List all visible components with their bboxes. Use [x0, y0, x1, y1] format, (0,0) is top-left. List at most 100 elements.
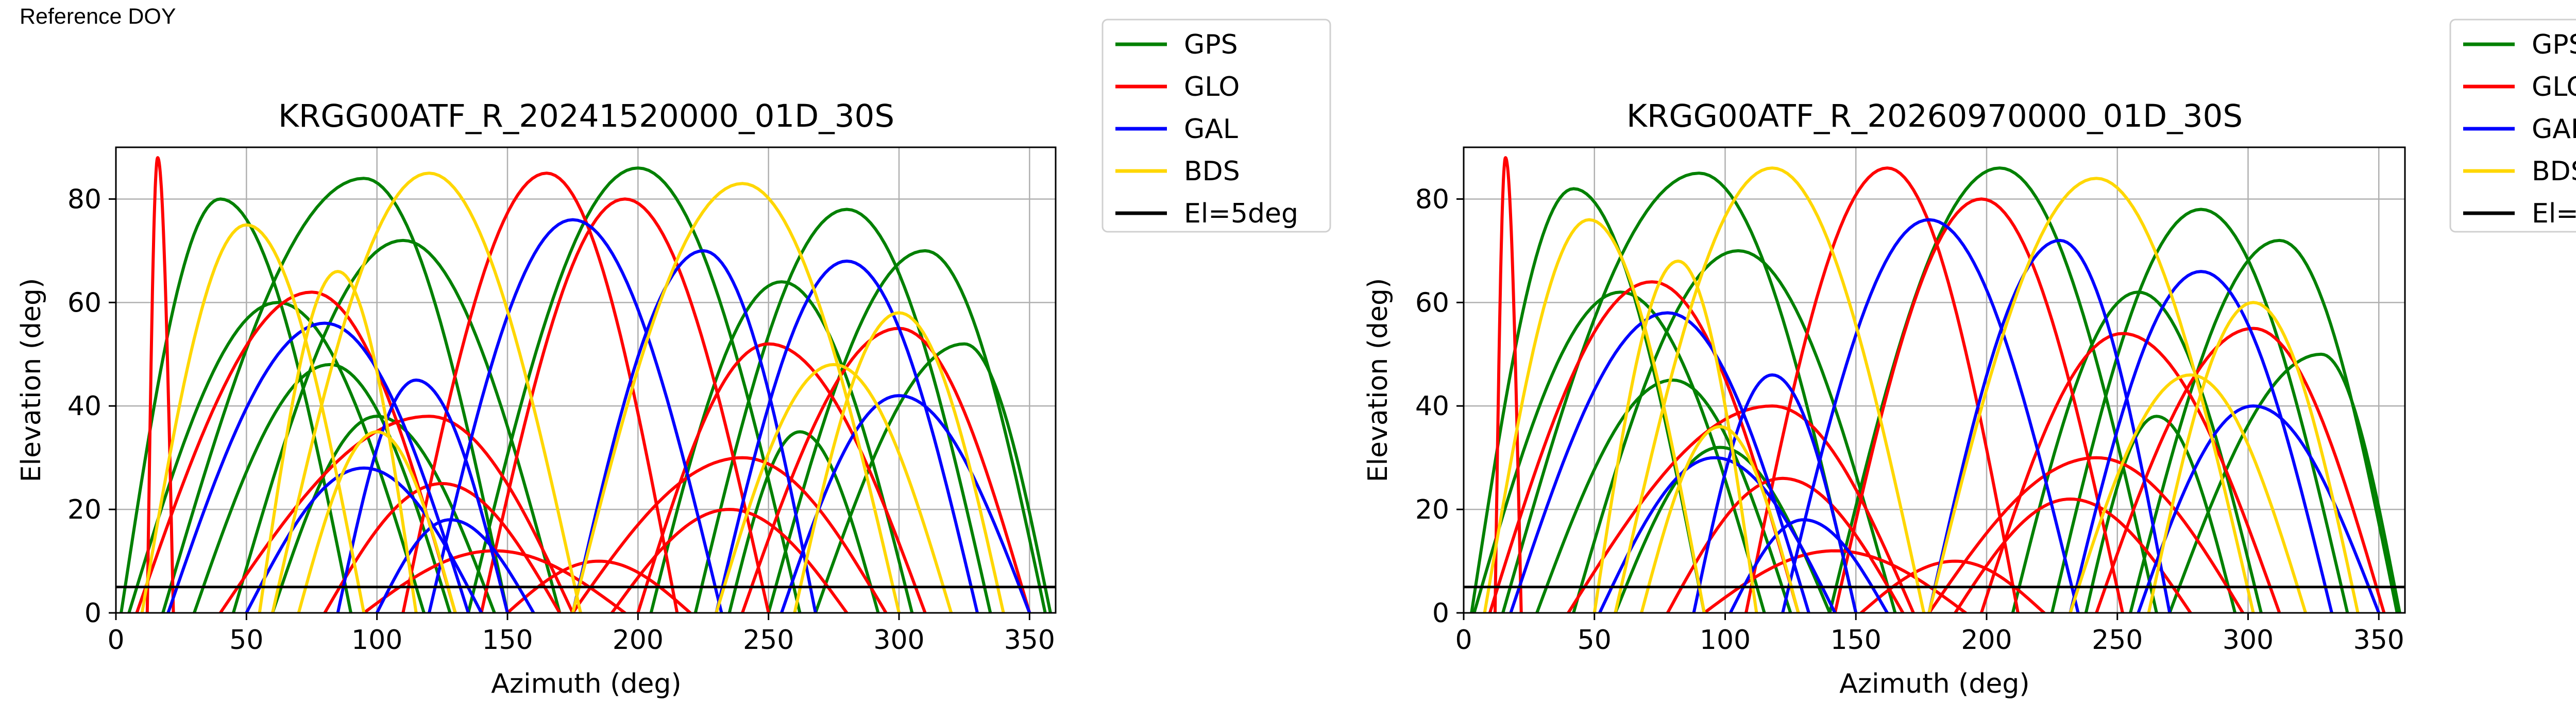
track-gps [1501, 172, 1858, 613]
x-tick-label: 50 [229, 625, 263, 656]
track-gps [2168, 352, 2401, 613]
legend-label: GPS [1184, 29, 1238, 60]
x-tick-label: 200 [613, 625, 664, 656]
track-gps [1472, 290, 1766, 613]
legend: GPS GLO GAL BDS El=5deg [2449, 19, 2576, 233]
track-glo [2095, 327, 2386, 613]
series-layer [120, 156, 1052, 613]
track-glo [323, 482, 562, 613]
track-gal [166, 321, 470, 613]
track-glo [1666, 476, 1905, 613]
track-gps [2129, 238, 2399, 613]
track-gal [2069, 270, 2333, 613]
track-gps [467, 166, 802, 613]
track-glo [480, 197, 770, 613]
chart-title: KRGG00ATF_R_20241520000_01D_30S [278, 98, 894, 134]
track-gps [1535, 379, 1792, 613]
x-tick-label: 300 [873, 625, 924, 656]
x-tick-label: 250 [2092, 625, 2143, 656]
track-gps [2050, 208, 2349, 613]
track-gps [693, 208, 992, 613]
track-glo [571, 456, 888, 613]
y-tick-label: 80 [67, 184, 101, 215]
legend: GPS GLO GAL BDS El=5deg [1101, 19, 1331, 233]
track-gps [120, 197, 352, 613]
x-axis-label: Azimuth (deg) [1839, 668, 2029, 699]
x-tick-label: 250 [743, 625, 794, 656]
track-gal [1927, 238, 2172, 613]
corner-label: Reference DOY [20, 4, 176, 29]
chart-left: KRGG00ATF_R_20241520000_01D_30S 0 50 100 15… [16, 19, 1331, 699]
y-axis-label: Elevation (deg) [16, 278, 47, 483]
x-axis-label: Azimuth (deg) [491, 668, 681, 699]
x-tick-label: 0 [107, 625, 124, 656]
track-glo [401, 172, 679, 613]
track-glo [1979, 332, 2281, 613]
legend-label: BDS [2532, 156, 2576, 187]
x-tick-label: 100 [351, 625, 402, 656]
track-bds [793, 311, 1005, 613]
x-tick-label: 150 [482, 625, 533, 656]
track-gps [271, 415, 496, 613]
tracks-group [120, 156, 1052, 613]
x-tick-layer: 0 50 100 150 200 250 300 350 [107, 613, 1055, 656]
track-gps [161, 177, 509, 613]
track-gal [1781, 218, 2080, 613]
track-glo [636, 342, 927, 613]
x-tick-label: 350 [2353, 625, 2404, 656]
track-glo [1567, 404, 1915, 613]
x-tick-label: 0 [1455, 625, 1472, 656]
series-layer [1470, 156, 2401, 613]
track-gal [1598, 456, 1837, 613]
y-tick-label: 60 [67, 287, 101, 318]
track-gps [193, 363, 452, 613]
track-glo [1493, 156, 1523, 613]
track-bds [2147, 301, 2360, 613]
legend-label: GPS [2532, 29, 2576, 60]
track-bds [140, 223, 366, 613]
track-glo [145, 156, 175, 613]
x-tick-label: 100 [1700, 625, 1751, 656]
series-bds [140, 172, 1005, 613]
x-tick-layer: 0 50 100 150 200 250 300 350 [1455, 613, 2404, 656]
plot-frame [115, 146, 1057, 614]
legend-label: GAL [2532, 114, 2576, 145]
x-tick-label: 350 [1004, 625, 1055, 656]
y-tick-layer: 0 20 40 60 80 [67, 184, 116, 629]
track-bds [1483, 218, 1706, 613]
track-gps [1470, 187, 1706, 613]
track-glo [1488, 280, 1800, 613]
plot-frame [1463, 146, 2406, 614]
track-gps [727, 430, 880, 613]
x-tick-label: 50 [1578, 625, 1612, 656]
series-gps [120, 166, 1052, 613]
y-tick-label: 20 [1415, 494, 1449, 525]
x-tick-label: 150 [1831, 625, 1882, 656]
chart-right: KRGG00ATF_R_20260970000_01D_30S 0 50 100 15… [1363, 19, 2576, 699]
track-bds [271, 172, 582, 613]
track-glo [1833, 197, 2124, 613]
track-glo [1927, 456, 2245, 613]
track-gal [1509, 311, 1810, 613]
legend-label: GLO [1184, 72, 1240, 102]
y-tick-label: 0 [1432, 598, 1449, 629]
legend-label: GAL [1184, 114, 1238, 145]
track-bds [1592, 260, 1758, 613]
track-gps [232, 238, 562, 613]
y-tick-layer: 0 20 40 60 80 [1415, 184, 1464, 629]
track-glo [135, 290, 457, 613]
series-bds [1483, 166, 2360, 613]
track-gal [1692, 373, 1858, 613]
legend-label: GLO [2532, 72, 2576, 102]
track-gps [814, 342, 1052, 613]
legend-label: El=5deg [1184, 198, 1298, 229]
track-gal [428, 218, 723, 613]
legend-label: BDS [1184, 156, 1240, 187]
series-gal [1509, 218, 2381, 613]
y-tick-label: 0 [84, 598, 101, 629]
legend-label: El=5deg [2532, 198, 2576, 229]
track-bds [258, 270, 418, 613]
y-tick-label: 40 [67, 391, 101, 422]
track-bds [1640, 425, 1800, 613]
